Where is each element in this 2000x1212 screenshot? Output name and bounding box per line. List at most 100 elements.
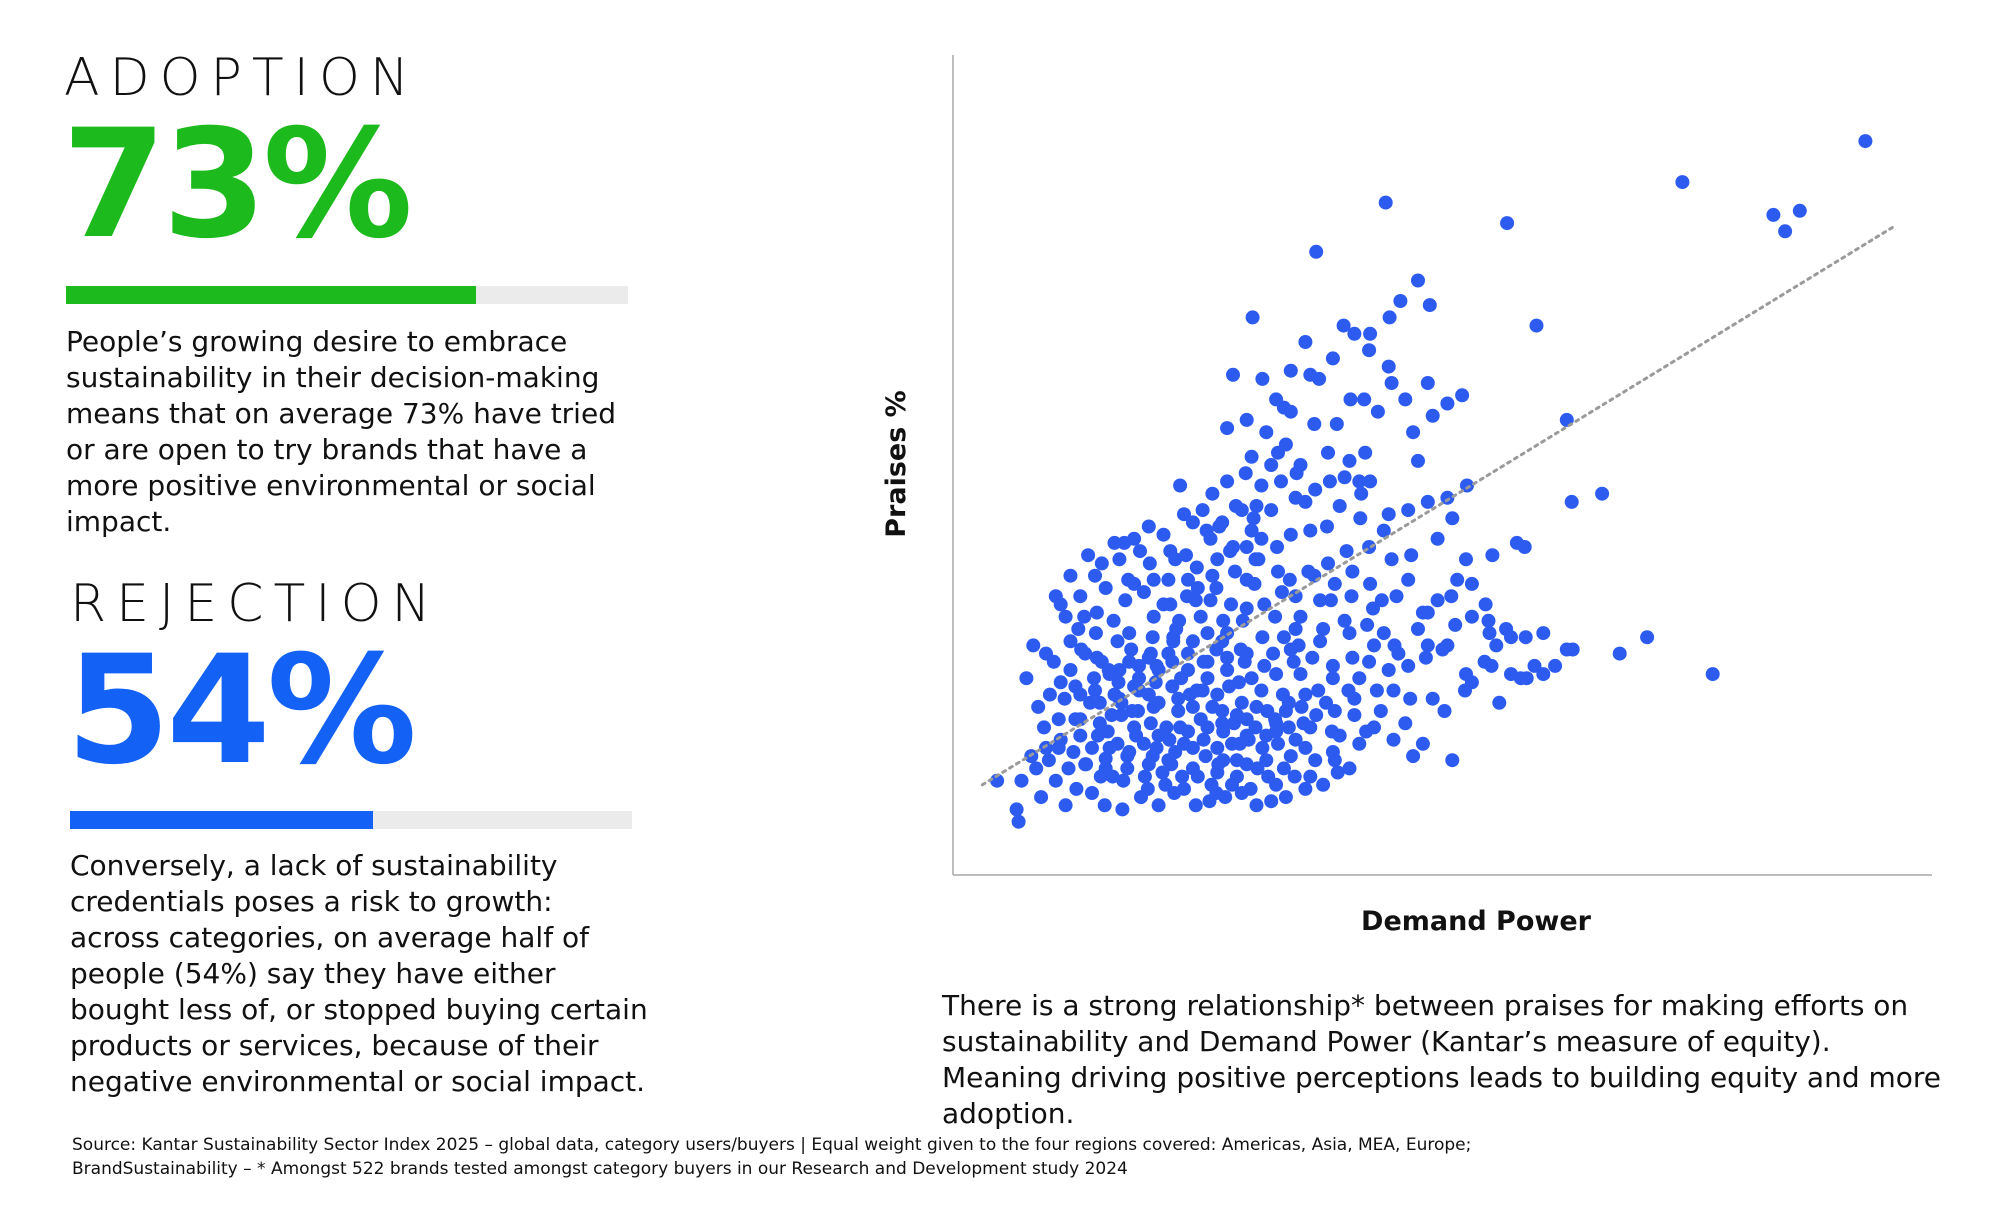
data-point [1165,679,1180,694]
data-point [1159,720,1174,735]
adoption-progress-fill [66,286,477,304]
data-point [990,773,1005,788]
data-point [1347,326,1362,341]
data-point [1112,552,1127,567]
data-point [1384,552,1399,567]
data-point [1111,675,1126,690]
data-point [1011,814,1026,829]
data-point [1283,527,1298,542]
data-point [1336,318,1351,333]
data-point [1323,593,1338,608]
data-point [1141,687,1156,702]
data-point [1250,761,1265,776]
data-point [1106,613,1121,628]
data-point [1459,552,1473,567]
data-point [1366,601,1380,616]
data-point [1411,622,1425,636]
data-point [1485,548,1500,563]
data-point [1298,335,1313,349]
data-point [1181,663,1195,677]
data-point [1374,593,1389,608]
data-point [1381,663,1396,677]
data-point [1406,749,1421,764]
data-point [1437,704,1452,718]
data-point [1148,675,1163,690]
data-point [1283,363,1298,378]
data-point [1220,421,1235,436]
data-point [1114,695,1129,710]
data-point [1195,683,1210,698]
data-point [1098,751,1113,766]
data-point [1353,511,1368,526]
data-point [1766,207,1781,222]
data-point [1234,695,1249,710]
data-point [1378,195,1393,210]
data-point [1092,695,1107,710]
data-point [1430,593,1445,608]
data-point [1200,671,1215,686]
data-point [1224,597,1238,612]
data-point [1303,720,1318,735]
data-point [1358,445,1373,460]
data-point [1460,478,1474,493]
x-axis-label: Demand Power [1361,906,1592,937]
data-point [1255,630,1270,645]
data-point [1102,667,1117,682]
source-line-2: BrandSustainability – * Amongst 522 bran… [72,1159,1128,1179]
data-point [1481,613,1496,628]
data-point [1288,622,1303,636]
data-point [1205,568,1220,583]
data-point [1529,318,1544,333]
data-point [1519,671,1534,686]
data-point [1063,568,1078,583]
data-point [1384,376,1399,390]
data-point [1053,675,1068,690]
data-point [1675,175,1690,190]
data-point [1127,576,1142,591]
data-point [1071,622,1086,636]
data-point [1193,609,1208,624]
data-point [1088,626,1103,641]
rejection-progress-bar [70,811,632,829]
data-point [1282,572,1297,587]
data-point [1200,626,1215,641]
data-point [1287,769,1302,784]
data-point [1381,359,1396,374]
data-point [1146,609,1161,624]
data-point [1257,658,1272,673]
data-point [1014,773,1029,788]
data-point [1301,564,1316,579]
data-point [1264,503,1279,518]
data-point [1225,736,1239,751]
data-point [1322,474,1337,489]
data-point [1203,593,1218,608]
data-points [990,134,1873,829]
data-point [1255,371,1270,386]
data-point [1778,224,1793,239]
rejection-heading: REJECTION [70,574,441,634]
chart-caption: There is a strong relationship* between … [942,989,1942,1130]
data-point [1411,453,1425,468]
data-point [1276,761,1291,776]
data-point [1110,736,1125,751]
data-point [1210,765,1225,780]
data-point [1264,458,1279,472]
data-point [1069,781,1084,796]
data-point [1283,642,1298,657]
data-point [1195,503,1210,518]
data-point [1398,392,1413,407]
data-point [1228,564,1242,579]
data-point [1445,753,1460,768]
data-point [1337,613,1352,628]
data-point [1104,708,1119,723]
data-point [1448,617,1463,632]
data-point [1190,769,1205,784]
data-point [1329,417,1344,431]
data-point [1327,576,1342,591]
data-point [1316,777,1331,792]
data-point [1019,671,1034,686]
data-point [1401,572,1416,587]
data-point [1401,658,1416,673]
data-point [1122,626,1137,641]
data-point [1362,654,1377,669]
